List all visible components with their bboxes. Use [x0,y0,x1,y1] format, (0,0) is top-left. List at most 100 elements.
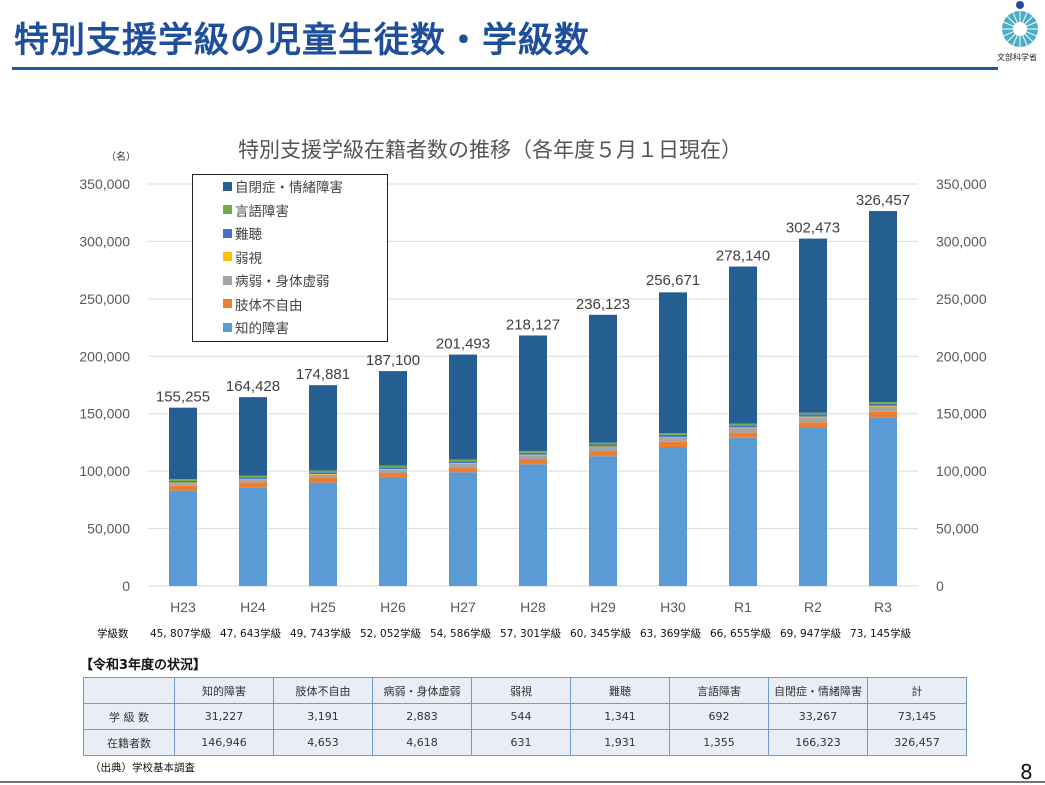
table-header-cell: 言語障害 [669,677,769,704]
bar-segment-3 [519,454,547,456]
bar-segment-5 [239,475,267,478]
table-cell: 631 [471,729,571,756]
table-cell: 166,323 [768,729,868,756]
bar-segment-0 [169,490,197,586]
table-header-cell [83,677,175,704]
bar-segment-2 [869,406,897,412]
bar-segment-2 [519,455,547,460]
legend-label: 難聴 [235,227,262,243]
bar-segment-6 [729,266,757,424]
bar-segment-3 [169,482,197,484]
y-axis-unit-label: （名） [106,152,136,163]
total-data-label: 174,881 [296,366,350,383]
table-cell: 学 級 数 [83,703,175,730]
bar-segment-4 [309,472,337,475]
table-cell: 在籍者数 [83,729,175,756]
table-cell: 1,355 [669,729,769,756]
bar-segment-4 [729,425,757,428]
logo-text: 文部科学省 [997,53,1037,62]
total-data-label: 187,100 [366,352,420,369]
total-data-label: 155,255 [156,389,210,406]
table-cell: 326,457 [867,729,967,756]
bar-segment-0 [869,417,897,586]
table-cell: 146,946 [174,729,274,756]
y-tick-label: 300,000 [79,233,130,249]
legend-swatch [223,322,232,332]
class-count-label: 63, 369学級 [640,628,702,640]
bar-segment-2 [799,417,827,423]
bar-segment-6 [379,371,407,466]
legend-swatch [223,181,232,191]
bar-segment-0 [379,478,407,586]
x-tick-label: H28 [520,599,546,615]
bar-segment-5 [589,442,617,445]
table-cell: 4,653 [273,729,373,756]
bar-segment-1 [449,467,477,473]
legend-swatch [223,228,232,238]
bar-segment-4 [379,467,407,470]
bar-segment-2 [589,447,617,452]
y2-tick-label: 150,000 [936,406,987,422]
bar-segment-2 [449,463,477,468]
bar-segment-6 [659,292,687,434]
bar-segment-0 [729,437,757,586]
bar-segment-1 [869,411,897,418]
legend-label: 弱視 [235,250,262,267]
total-data-label: 164,428 [226,378,280,395]
chart-title: 特別支援学級在籍者数の推移（各年度５月１日現在） [238,138,742,162]
bar-segment-4 [169,480,197,483]
bar-segment-1 [589,451,617,457]
status-table-title: 【令和3年度の状況】 [80,658,207,673]
legend-swatch [223,205,232,214]
bar-segment-4 [799,414,827,417]
class-count-row-label: 学級数 [97,628,129,640]
table-header-cell: 自閉症・情緒障害 [768,677,868,704]
bar-segment-3 [239,478,267,480]
table-cell: 33,267 [768,703,868,730]
y2-tick-label: 0 [936,578,944,594]
legend-label: 病弱・身体虚弱 [235,274,330,290]
table-cell: 3,191 [273,703,373,730]
table-header-cell: 知的障害 [174,677,274,704]
bar-segment-4 [659,434,687,437]
total-data-label: 201,493 [436,336,490,353]
bar-segment-1 [169,485,197,491]
table-cell: 692 [669,703,769,730]
x-tick-label: R2 [804,599,822,615]
x-tick-label: H25 [310,599,336,615]
bar-segment-5 [379,465,407,468]
y2-tick-label: 300,000 [936,233,987,249]
x-tick-label: H26 [380,599,406,615]
bar-segment-6 [239,397,267,476]
legend-item: 難聴 [223,223,262,243]
legend-item: 自閉症・情緒障害 [223,176,343,196]
ministry-logo-icon [1002,1,1038,47]
class-count-label: 69, 947学級 [780,628,842,640]
y-tick-label: 350,000 [79,176,130,192]
y-tick-label: 50,000 [87,521,130,537]
total-data-label: 278,140 [716,248,770,265]
y2-tick-label: 100,000 [936,463,987,479]
table-cell: 2,883 [372,703,472,730]
bar-segment-1 [729,432,757,438]
stacked-bar-chart: 0 0 50,000 50,000 100,000 100,000 150,000 150,0… [79,176,987,615]
table-cell: 73,145 [867,703,967,730]
table-header-cell: 病弱・身体虚弱 [372,677,472,704]
x-tick-label: R3 [874,599,892,615]
class-count-label: 66, 655学級 [710,628,772,640]
table-header-cell: 肢体不自由 [273,677,373,704]
class-count-label: 49, 743学級 [290,628,352,640]
class-count-label: 52, 052学級 [360,628,422,640]
legend-label: 自閉症・情緒障害 [235,180,343,196]
y2-tick-label: 200,000 [936,348,987,364]
bar-segment-0 [519,464,547,586]
legend-swatch [223,299,232,308]
table-header-row: 知的障害 肢体不自由 病弱・身体虚弱 弱視 難聴 言語障害 自閉症・情緒障害計 [83,677,967,704]
table-cell: 544 [471,703,571,730]
table-header-cell: 難聴 [570,677,670,704]
bar-segment-4 [589,444,617,447]
bar-segment-0 [449,472,477,586]
legend-label: 言語障害 [235,203,289,220]
table-header-cell: 弱視 [471,677,571,704]
bar-segment-1 [799,422,827,428]
